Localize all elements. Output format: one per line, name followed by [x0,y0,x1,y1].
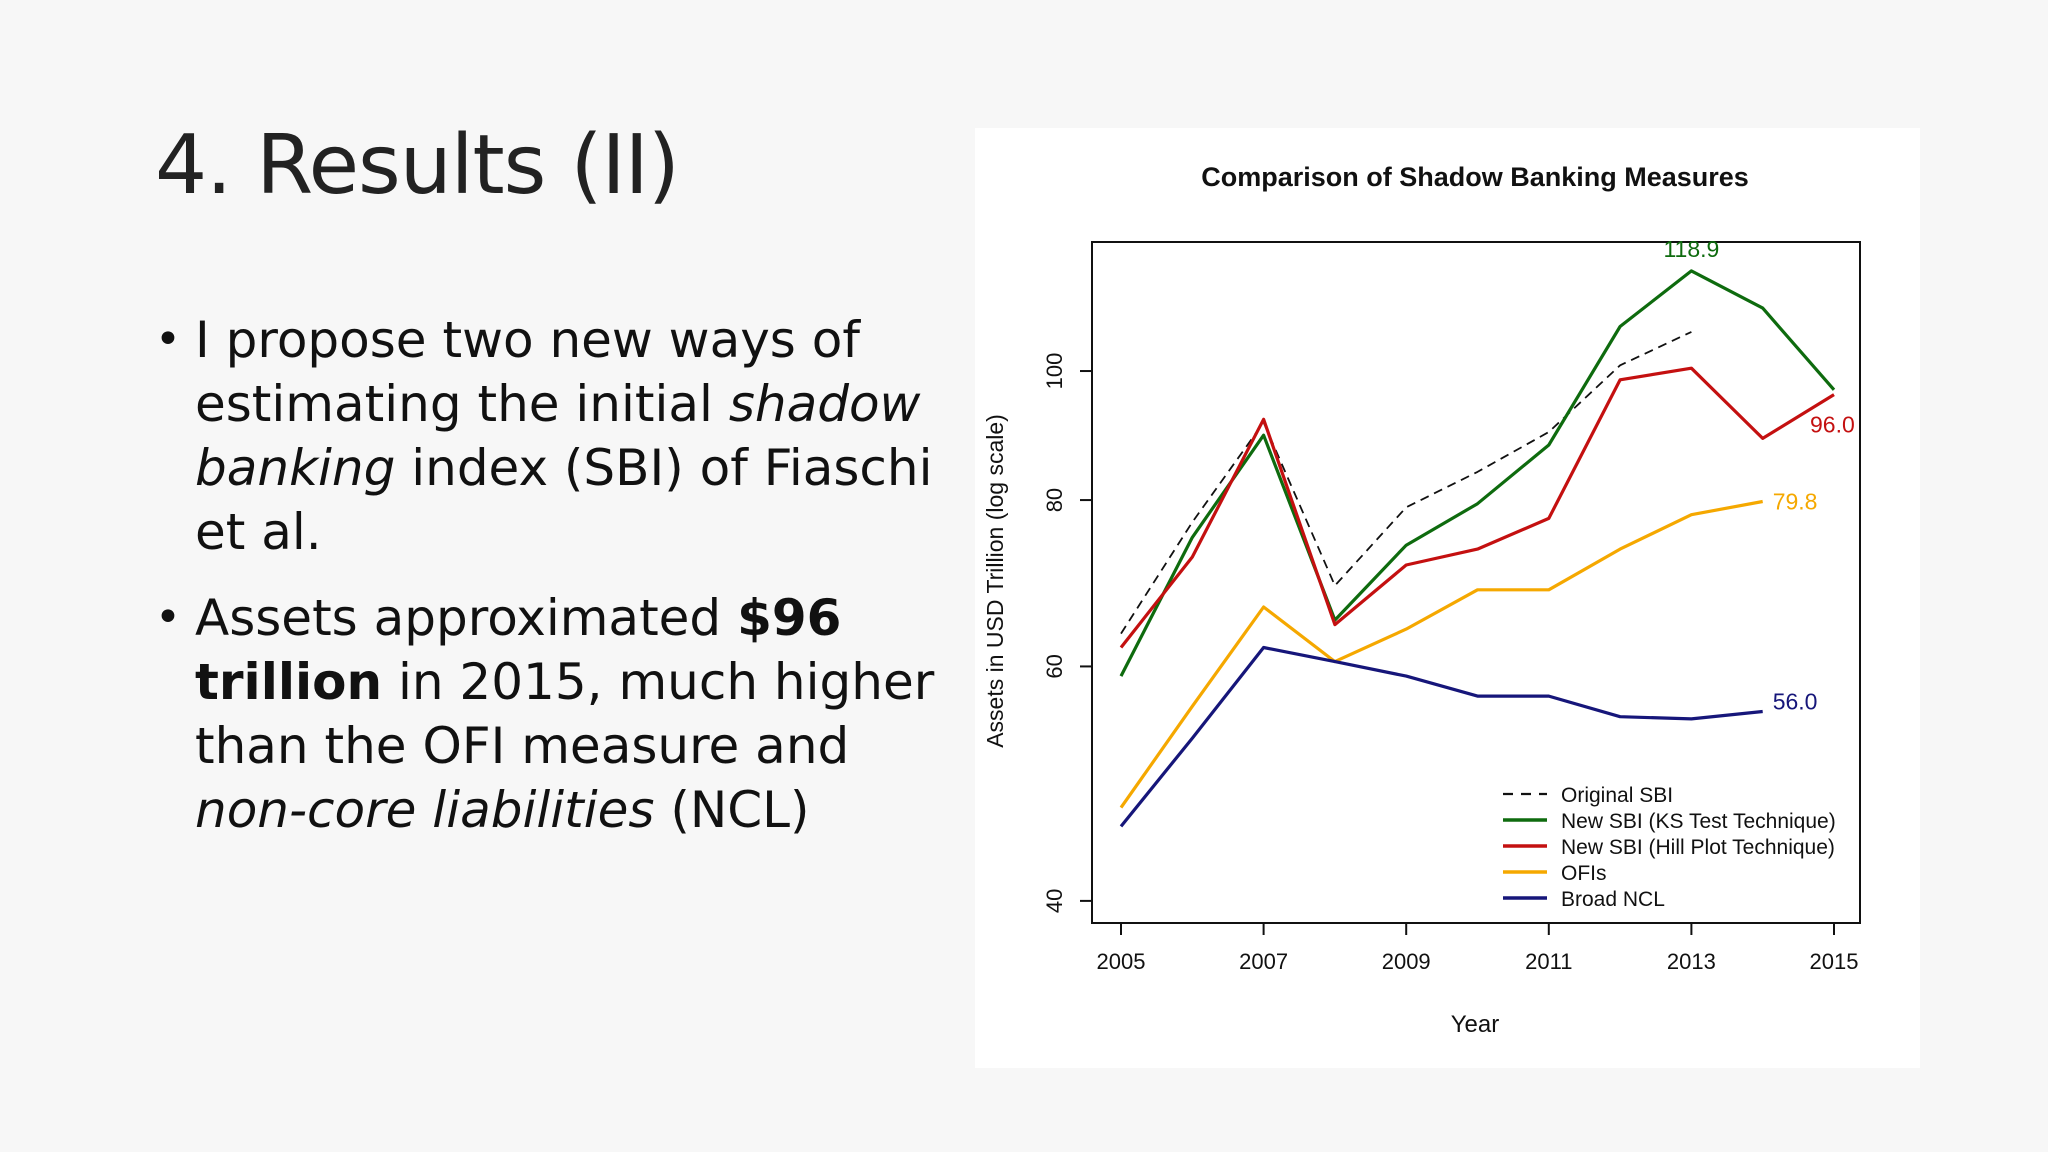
data-label-1: 96.0 [1810,412,1855,438]
x-tick-label: 2015 [1810,949,1859,974]
bullet-dot-icon: • [155,314,181,365]
legend-label-4: Broad NCL [1561,888,1665,911]
line-chart: Comparison of Shadow Banking Measures Ye… [982,162,1861,1038]
plot-frame [1091,241,1861,924]
legend-label-0: Original SBI [1561,784,1673,807]
legend-label-2: New SBI (Hill Plot Technique) [1561,836,1835,859]
bullet-text: Assets approximated [195,589,738,647]
y-tick-label: 80 [1042,488,1067,512]
bullet-dot-icon: • [155,592,181,643]
x-tick-label: 2005 [1097,949,1146,974]
series-line-2 [1119,366,1835,649]
bullet-text: in 2015, much higher than the OFI measur… [195,653,935,775]
series-line-4 [1119,645,1763,828]
bullet-text: (NCL) [654,781,810,839]
bullet-list: • I propose two new ways of estimating t… [155,308,955,864]
chart-title: Comparison of Shadow Banking Measures [1201,162,1749,192]
y-axis-label: Assets in USD Trillion (log scale) [982,414,1008,748]
bullet-text: I propose two new ways of estimating the… [195,311,860,433]
y-tick-label: 40 [1042,889,1067,913]
y-tick-label: 60 [1042,654,1067,678]
x-tick-label: 2013 [1667,949,1716,974]
y-tick-label: 100 [1042,353,1067,390]
x-axis-label: Year [1451,1011,1500,1038]
bullet-item: • Assets approximated $96 trillion in 20… [155,586,955,842]
legend-label-1: New SBI (KS Test Technique) [1561,810,1836,833]
bullet-emphasis: shadow banking [195,375,921,497]
x-tick-label: 2011 [1525,949,1572,974]
data-label-2: 79.8 [1773,489,1818,515]
bullet-text: index (SBI) of Fiaschi et al. [195,439,933,561]
slide-title: 4. Results (II) [155,118,680,213]
chart-panel: Comparison of Shadow Banking Measures Ye… [975,128,1920,1068]
series-line-1 [1119,269,1836,677]
bullet-item: • I propose two new ways of estimating t… [155,308,955,564]
x-tick-label: 2009 [1382,949,1431,974]
x-tick-label: 2007 [1239,949,1288,974]
data-label-0: 118.9 [1663,236,1719,262]
bullet-emphasis: non-core liabilities [195,781,655,839]
series-line-0 [1120,331,1692,635]
series-line-3 [1119,499,1763,809]
legend-label-3: OFIs [1561,862,1607,885]
data-label-3: 56.0 [1773,689,1818,715]
bullet-strong: $96 trillion [195,589,842,711]
